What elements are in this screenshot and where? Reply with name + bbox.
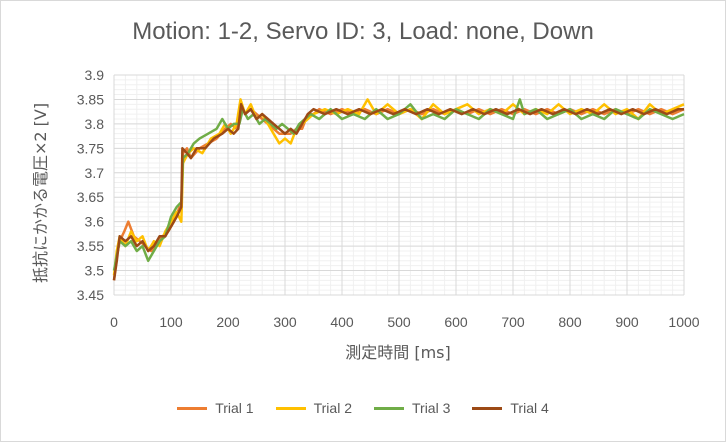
legend-label: Trial 2 [313,400,352,416]
legend-label: Trial 4 [510,400,549,416]
y-tick-label: 3.55 [77,238,104,254]
x-axis-title: 測定時間 [ms] [345,343,451,362]
x-tick-label: 800 [558,314,582,330]
legend-item-trial-1: Trial 1 [177,400,254,416]
y-tick-label: 3.65 [77,189,104,205]
x-tick-label: 900 [615,314,639,330]
legend-item-trial-2: Trial 2 [275,400,352,416]
y-tick-labels: 3.45 3.5 3.55 3.6 3.65 3.7 3.75 3.8 3.85 3.9 [77,67,104,303]
y-tick-label: 3.45 [77,287,104,303]
x-tick-label: 200 [216,314,240,330]
legend-item-trial-4: Trial 4 [472,400,549,416]
x-tick-label: 1000 [668,314,699,330]
legend-label: Trial 3 [412,400,451,416]
x-tick-label: 400 [330,314,354,330]
y-tick-label: 3.6 [85,214,105,230]
y-tick-label: 3.5 [85,263,105,279]
series-layer [112,98,685,281]
legend-swatch [472,406,503,410]
series-line-trial-4 [112,103,684,281]
chart-title: Motion: 1-2, Servo ID: 3, Load: none, Do… [132,18,594,45]
x-tick-label: 700 [501,314,525,330]
legend-swatch [374,406,404,410]
y-tick-label: 3.7 [85,165,105,181]
y-tick-label: 3.8 [85,116,105,132]
y-tick-label: 3.9 [85,67,105,83]
legend-item-trial-3: Trial 3 [374,400,450,416]
grid-layer [113,74,685,296]
x-tick-label: 100 [159,314,183,330]
y-tick-label: 3.75 [77,140,104,156]
legend-swatch [177,406,208,410]
legend-swatch [275,406,306,410]
legend: Trial 1 Trial 2 Trial 3 Trial 4 [0,400,726,416]
y-tick-label: 3.85 [77,91,104,107]
x-tick-labels: 0 100 200 300 400 500 600 700 800 900 1000 [110,314,700,330]
x-tick-label: 600 [444,314,468,330]
x-tick-label: 500 [387,314,411,330]
legend-label: Trial 1 [215,400,254,416]
x-tick-label: 300 [273,314,297,330]
y-axis-title: 抵抗にかかる電圧×2 [V] [31,103,50,283]
x-tick-label: 0 [110,314,118,330]
